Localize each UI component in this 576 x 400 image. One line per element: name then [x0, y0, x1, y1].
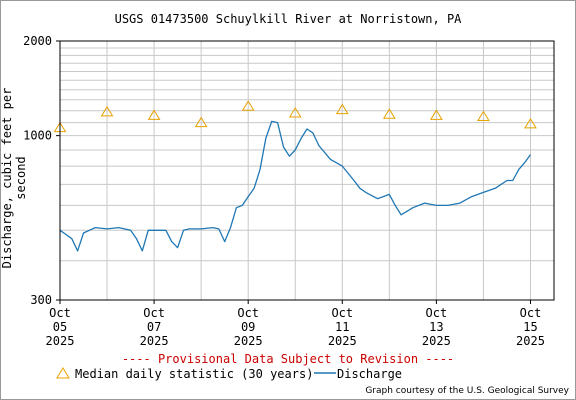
y-tick-label: 1000 [23, 129, 52, 143]
median-marker [100, 105, 114, 117]
x-tick-label-year: 2025 [46, 334, 75, 346]
median-marker [477, 110, 490, 122]
legend-triangle-icon [56, 367, 70, 379]
x-tick-label-month: Oct [237, 306, 259, 320]
grid [59, 41, 554, 300]
courtesy-note: Graph courtesy of the U.S. Geological Su… [365, 386, 569, 396]
x-tick-label-month: Oct [331, 306, 353, 320]
x-tick-label-day: 13 [429, 320, 443, 334]
provisional-notice: ---- Provisional Data Subject to Revisio… [121, 352, 455, 366]
median-marker [429, 109, 443, 120]
chart-title: USGS 01473500 Schuylkill River at Norris… [114, 12, 462, 26]
x-tick-label-month: Oct [143, 306, 165, 320]
x-tick-label-day: 15 [523, 320, 537, 334]
y-tick-label: 2000 [23, 34, 52, 48]
x-tick-label-year: 2025 [516, 334, 545, 346]
plot-border [59, 40, 555, 301]
plot-area [60, 41, 554, 300]
x-tick-label-year: 2025 [140, 334, 169, 346]
x-tick-label-month: Oct [426, 306, 448, 320]
median-marker [194, 116, 208, 128]
x-tick-label-day: 07 [147, 320, 161, 334]
x-tick-label-day: 09 [241, 320, 255, 334]
x-tick-label-year: 2025 [234, 334, 263, 346]
x-tick-label-month: Oct [49, 306, 71, 320]
discharge-chart: 30010002000Oct052025Oct072025Oct092025Oc… [23, 34, 555, 346]
median-marker [147, 109, 161, 120]
x-tick-label-day: 05 [53, 320, 67, 334]
legend-discharge-label: Discharge [337, 367, 403, 381]
axis-ticks: 30010002000Oct052025Oct072025Oct092025Oc… [23, 34, 545, 346]
median-marker [382, 108, 396, 119]
x-tick-label-year: 2025 [422, 334, 451, 346]
legend-line-icon [314, 372, 336, 374]
x-tick-label-year: 2025 [328, 334, 357, 346]
median-marker [524, 117, 537, 129]
median-marker [335, 103, 349, 115]
x-tick-label-day: 11 [335, 320, 349, 334]
series-layer [59, 120, 532, 252]
legend-median-label: Median daily statistic (30 years) [75, 367, 314, 381]
y-tick-label: 300 [30, 293, 52, 307]
median-marker [241, 100, 255, 111]
x-tick-label-month: Oct [520, 306, 542, 320]
discharge-line [59, 120, 532, 252]
median-marker [288, 107, 302, 118]
median-markers [53, 100, 537, 133]
